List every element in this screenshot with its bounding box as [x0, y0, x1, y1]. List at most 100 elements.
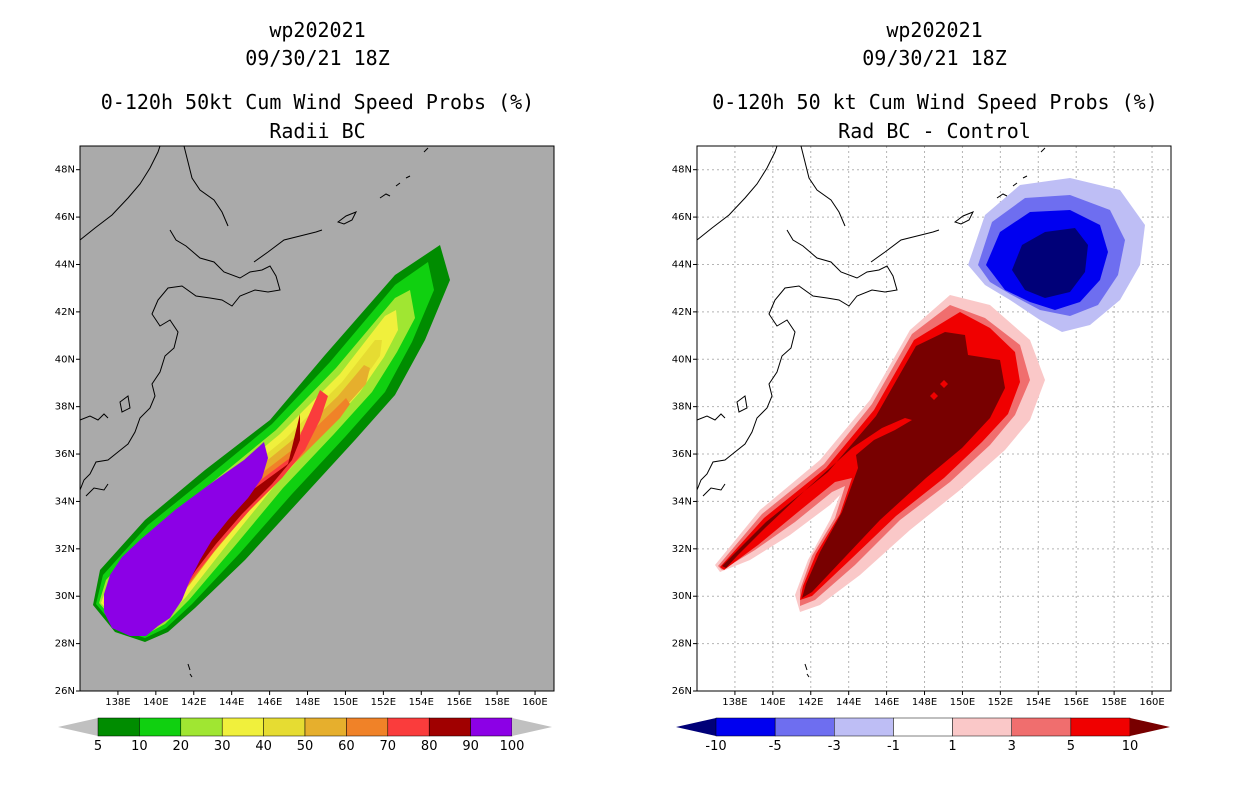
left-axis-labels: 138E 140E 142E 144E 146E 148E 150E 152E 154E 156E… — [55, 165, 548, 708]
colorbar-label: 70 — [380, 739, 397, 754]
left-subtitle: Radii BC — [269, 119, 366, 143]
right-datetime: 09/30/21 18Z — [862, 46, 1007, 70]
colorbar-swatch — [834, 717, 894, 737]
colorbar-swatch — [1011, 717, 1072, 737]
lon-label: 148E — [912, 697, 937, 708]
lon-label: 138E — [722, 697, 747, 708]
lat-label: 32N — [55, 544, 75, 555]
lat-label: 26N — [672, 686, 692, 697]
colorbar-swatch — [1070, 717, 1131, 737]
left-storm-id: wp202021 — [269, 18, 366, 42]
colorbar-swatch — [139, 717, 182, 737]
left-datetime: 09/30/21 18Z — [245, 46, 390, 70]
left-colorbar: 5 10 20 30 40 50 60 70 80 90 100 — [58, 717, 552, 754]
lon-label: 142E — [798, 697, 823, 708]
colorbar-label: -1 — [887, 739, 900, 754]
colorbar-label: 60 — [338, 739, 355, 754]
diff-pos-10-fleck-a — [940, 380, 948, 388]
colorbar-right-arrow — [1130, 718, 1170, 736]
colorbar-swatch — [180, 717, 223, 737]
lat-label: 30N — [55, 591, 75, 602]
lon-label: 140E — [143, 697, 168, 708]
right-storm-id: wp202021 — [886, 18, 983, 42]
lat-label: 44N — [55, 259, 75, 270]
lon-label: 156E — [446, 697, 471, 708]
colorbar-label: 10 — [131, 739, 148, 754]
colorbar-swatch — [470, 717, 513, 737]
colorbar-swatch — [304, 717, 347, 737]
lon-label: 160E — [1139, 697, 1164, 708]
lon-label: 144E — [836, 697, 861, 708]
colorbar-label: 5 — [94, 739, 102, 754]
colorbar-right-arrow — [512, 718, 552, 736]
lat-label: 40N — [672, 354, 692, 365]
lon-label: 148E — [295, 697, 320, 708]
lon-label: 150E — [333, 697, 358, 708]
colorbar-label: 40 — [255, 739, 272, 754]
lat-label: 34N — [672, 496, 692, 507]
lat-label: 44N — [672, 259, 692, 270]
lon-label: 150E — [950, 697, 975, 708]
right-difference-map: 138E 140E 142E 144E 146E 148E 150E 152E 154E 156E… — [672, 145, 1172, 708]
lon-label: 154E — [1026, 697, 1051, 708]
lat-label: 48N — [55, 165, 75, 176]
colorbar-label: 3 — [1008, 739, 1016, 754]
colorbar-label: -5 — [769, 739, 782, 754]
lat-label: 32N — [672, 544, 692, 555]
colorbar-label: 10 — [1122, 739, 1139, 754]
lat-label: 36N — [672, 449, 692, 460]
lat-label: 30N — [672, 591, 692, 602]
colorbar-swatch — [97, 717, 140, 737]
lat-label: 38N — [672, 402, 692, 413]
lon-label: 142E — [181, 697, 206, 708]
right-axis-labels: 138E 140E 142E 144E 146E 148E 150E 152E 154E 156E… — [672, 165, 1165, 708]
left-probability-contours — [93, 245, 450, 642]
colorbar-left-arrow — [676, 718, 716, 736]
colorbar-label: -3 — [828, 739, 841, 754]
right-subtitle: Rad BC - Control — [838, 119, 1031, 143]
right-coastline — [696, 145, 1046, 678]
right-colorbar: -10 -5 -3 -1 1 3 5 10 — [676, 717, 1170, 754]
lat-label: 46N — [672, 212, 692, 223]
lon-label: 138E — [105, 697, 130, 708]
lat-label: 34N — [55, 496, 75, 507]
right-difference-contours — [715, 178, 1145, 612]
colorbar-label: 5 — [1067, 739, 1075, 754]
lat-label: 28N — [672, 639, 692, 650]
lon-label: 144E — [219, 697, 244, 708]
colorbar-swatch — [952, 717, 1012, 737]
prob-90-contour — [104, 442, 268, 636]
lat-label: 38N — [55, 402, 75, 413]
lat-label: 36N — [55, 449, 75, 460]
colorbar-swatch — [221, 717, 264, 737]
lat-label: 40N — [55, 354, 75, 365]
lat-label: 28N — [55, 639, 75, 650]
left-probability-map: 138E 140E 142E 144E 146E 148E 150E 152E 154E 156E… — [55, 145, 555, 708]
lat-label: 42N — [55, 307, 75, 318]
left-map-frame — [79, 145, 555, 692]
lon-label: 158E — [484, 697, 509, 708]
lon-label: 158E — [1101, 697, 1126, 708]
lon-label: 156E — [1063, 697, 1088, 708]
colorbar-label: 30 — [214, 739, 231, 754]
right-map-frame — [696, 145, 1172, 692]
left-coastline — [79, 145, 429, 678]
diff-pos-10-fleck-b — [930, 392, 938, 400]
left-title: 0-120h 50kt Cum Wind Speed Probs (%) — [100, 90, 535, 114]
colorbar-swatch — [715, 717, 776, 737]
colorbar-swatch — [346, 717, 389, 737]
colorbar-label: 1 — [948, 739, 956, 754]
colorbar-label: -10 — [705, 739, 726, 754]
colorbar-swatch — [263, 717, 306, 737]
lon-label: 152E — [371, 697, 396, 708]
lat-label: 42N — [672, 307, 692, 318]
colorbar-label: 20 — [173, 739, 190, 754]
colorbar-swatch — [428, 717, 471, 737]
lon-label: 160E — [522, 697, 547, 708]
lat-label: 26N — [55, 686, 75, 697]
lon-label: 154E — [409, 697, 434, 708]
right-title: 0-120h 50 kt Cum Wind Speed Probs (%) — [712, 90, 1158, 114]
colorbar-swatch — [387, 717, 430, 737]
colorbar-left-arrow — [58, 718, 98, 736]
lat-label: 48N — [672, 165, 692, 176]
